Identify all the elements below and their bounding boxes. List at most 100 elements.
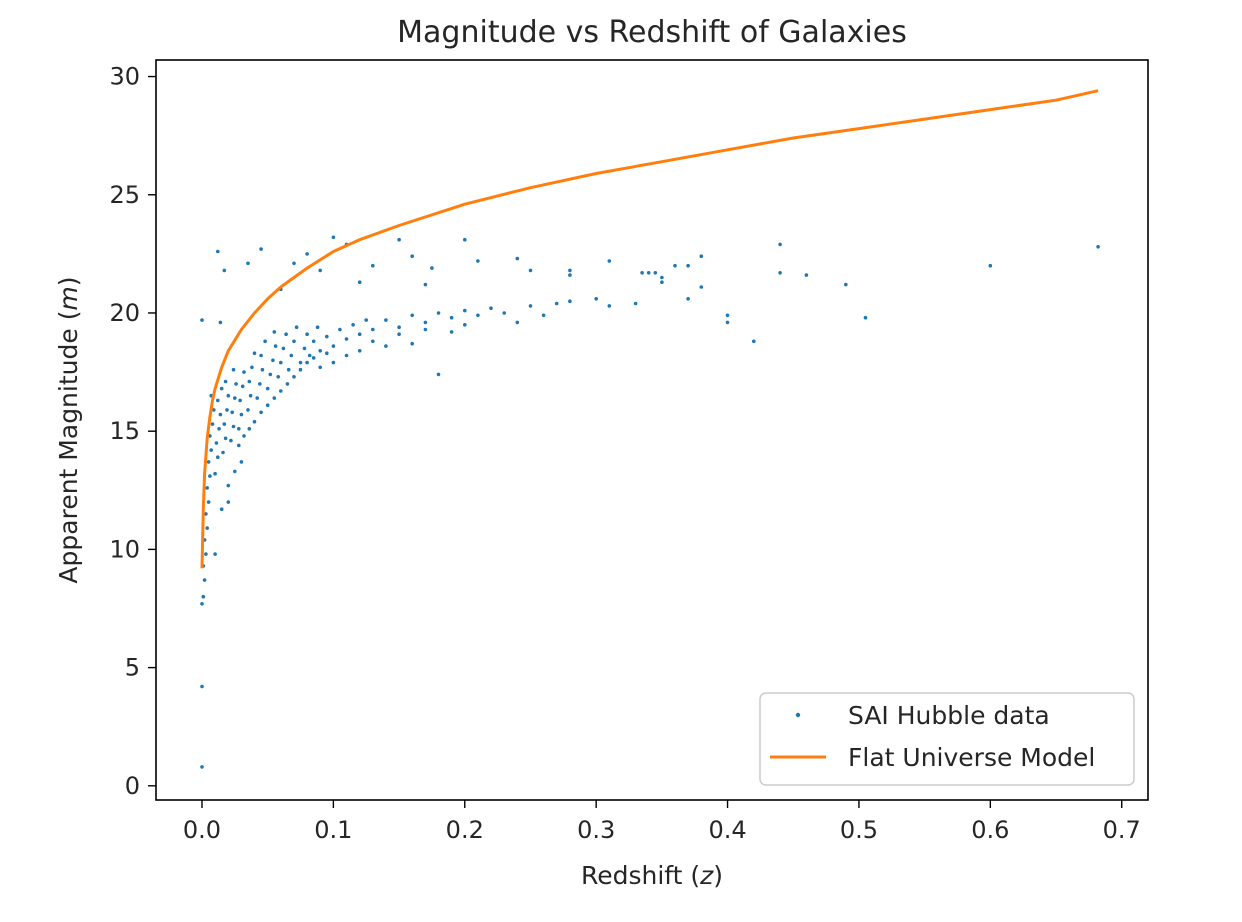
data-point <box>272 396 277 400</box>
data-point <box>371 327 375 332</box>
data-point <box>318 365 323 370</box>
data-point <box>673 263 677 268</box>
data-point <box>364 318 369 322</box>
x-tick-label: 0.1 <box>314 816 352 844</box>
data-point <box>863 315 868 320</box>
data-point <box>217 427 221 431</box>
data-point <box>216 455 220 460</box>
data-point <box>502 311 507 315</box>
x-tick-label: 0.4 <box>708 816 746 844</box>
data-point <box>410 341 415 346</box>
data-point <box>311 356 316 360</box>
data-point <box>397 237 401 242</box>
data-point <box>200 318 204 322</box>
x-axis-label-symbol: z <box>699 861 714 890</box>
x-axis: 0.0 0.1 0.2 0.3 0.4 0.5 0.6 0.7 <box>183 800 1141 844</box>
data-point <box>646 271 651 275</box>
data-point <box>528 268 533 273</box>
y-tick-label: 10 <box>109 535 140 563</box>
data-point <box>259 410 263 415</box>
data-point <box>285 382 290 386</box>
data-point <box>200 765 204 769</box>
data-point <box>725 320 730 325</box>
data-point <box>242 434 246 438</box>
data-point <box>226 393 231 398</box>
data-point <box>286 367 291 372</box>
data-point <box>607 304 612 308</box>
data-point <box>218 412 223 417</box>
data-point <box>325 334 329 339</box>
data-point <box>255 396 259 400</box>
data-point <box>660 280 664 285</box>
x-tick-label: 0.6 <box>971 816 1009 844</box>
data-point <box>208 474 212 478</box>
data-point <box>222 268 227 273</box>
data-point <box>476 313 480 318</box>
data-point <box>686 263 690 268</box>
data-point <box>233 469 237 474</box>
data-point <box>258 382 262 386</box>
data-point <box>233 396 237 400</box>
data-point <box>725 313 730 318</box>
data-point <box>231 424 236 429</box>
data-point <box>302 346 307 351</box>
data-point <box>223 379 228 384</box>
data-point <box>289 353 294 358</box>
x-tick-label: 0.5 <box>840 816 878 844</box>
data-point <box>686 297 690 301</box>
y-axis-label-symbol: m <box>54 286 83 310</box>
legend: SAI Hubble data Flat Universe Model <box>759 692 1135 786</box>
data-point <box>449 315 454 320</box>
legend-label-scatter: SAI Hubble data <box>848 701 1050 730</box>
data-point <box>449 330 454 334</box>
data-point <box>242 370 246 374</box>
data-point <box>554 301 559 306</box>
data-point <box>216 249 220 254</box>
data-point <box>200 602 204 606</box>
data-point <box>284 332 288 337</box>
data-point <box>528 304 533 308</box>
data-point <box>594 297 598 301</box>
x-axis-label-text: Redshift ( <box>581 861 700 890</box>
data-point <box>239 460 244 464</box>
data-point <box>305 332 309 337</box>
data-point <box>325 351 329 356</box>
axes-frame <box>155 59 1149 801</box>
data-point <box>272 330 277 334</box>
data-point <box>357 349 362 353</box>
data-point <box>222 422 227 426</box>
data-point <box>218 320 223 325</box>
data-point <box>260 367 265 372</box>
data-point <box>226 483 231 488</box>
data-point <box>214 441 219 445</box>
data-point <box>209 448 213 452</box>
data-point <box>351 323 355 327</box>
data-point <box>541 313 546 318</box>
data-point <box>384 318 388 322</box>
data-point <box>292 375 296 379</box>
legend-scatter-marker <box>795 712 801 718</box>
data-point <box>205 486 209 490</box>
data-point <box>229 438 233 443</box>
y-tick-label: 0 <box>125 772 140 800</box>
data-point <box>699 254 704 258</box>
data-point <box>804 273 809 277</box>
data-point <box>397 325 401 330</box>
data-point <box>331 235 336 240</box>
plot-area <box>200 89 1100 769</box>
data-point <box>489 306 493 311</box>
data-point <box>259 247 263 251</box>
data-point <box>292 261 296 266</box>
data-point <box>410 313 415 318</box>
data-point <box>305 360 309 365</box>
data-point <box>281 346 286 351</box>
data-point <box>357 280 362 285</box>
data-point <box>640 271 644 275</box>
chart-title: Magnitude vs Redshift of Galaxies <box>397 15 907 50</box>
data-point <box>331 344 336 348</box>
legend-box <box>759 692 1135 786</box>
data-point <box>265 386 270 391</box>
data-point <box>259 353 263 358</box>
data-point <box>219 386 224 391</box>
data-point <box>200 684 204 689</box>
